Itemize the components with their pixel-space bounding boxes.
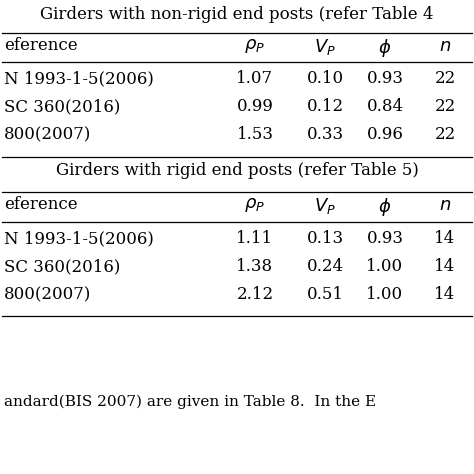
Text: $n$: $n$ [439, 196, 451, 214]
Text: eference: eference [4, 196, 78, 213]
Text: $\phi$: $\phi$ [378, 37, 392, 59]
Text: 22: 22 [434, 98, 456, 115]
Text: $V_P$: $V_P$ [314, 37, 336, 57]
Text: 0.99: 0.99 [237, 98, 273, 115]
Text: 2.12: 2.12 [237, 286, 273, 303]
Text: $V_P$: $V_P$ [314, 196, 336, 216]
Text: $\phi$: $\phi$ [378, 196, 392, 218]
Text: 14: 14 [434, 286, 456, 303]
Text: 1.11: 1.11 [237, 230, 273, 247]
Text: 0.84: 0.84 [366, 98, 403, 115]
Text: N 1993-1-5(2006): N 1993-1-5(2006) [4, 230, 154, 247]
Text: 22: 22 [434, 126, 456, 143]
Text: SC 360(2016): SC 360(2016) [4, 258, 120, 275]
Text: 800(2007): 800(2007) [4, 286, 91, 303]
Text: eference: eference [4, 37, 78, 54]
Text: 1.00: 1.00 [366, 258, 403, 275]
Text: Girders with non-rigid end posts (refer Table 4: Girders with non-rigid end posts (refer … [40, 6, 434, 23]
Text: Girders with rigid end posts (refer Table 5): Girders with rigid end posts (refer Tabl… [55, 162, 419, 179]
Text: 22: 22 [434, 70, 456, 87]
Text: 0.12: 0.12 [306, 98, 344, 115]
Text: 1.53: 1.53 [237, 126, 273, 143]
Text: $\rho_P$: $\rho_P$ [245, 37, 265, 55]
Text: 0.51: 0.51 [307, 286, 344, 303]
Text: 1.38: 1.38 [237, 258, 273, 275]
Text: 800(2007): 800(2007) [4, 126, 91, 143]
Text: $\rho_P$: $\rho_P$ [245, 196, 265, 214]
Text: 0.13: 0.13 [306, 230, 344, 247]
Text: 0.10: 0.10 [306, 70, 344, 87]
Text: 1.07: 1.07 [237, 70, 273, 87]
Text: $n$: $n$ [439, 37, 451, 55]
Text: 14: 14 [434, 230, 456, 247]
Text: andard(BIS 2007) are given in Table 8.  In the E: andard(BIS 2007) are given in Table 8. I… [4, 395, 376, 410]
Text: 0.93: 0.93 [366, 70, 403, 87]
Text: 0.33: 0.33 [306, 126, 344, 143]
Text: N 1993-1-5(2006): N 1993-1-5(2006) [4, 70, 154, 87]
Text: 0.24: 0.24 [306, 258, 344, 275]
Text: 0.93: 0.93 [366, 230, 403, 247]
Text: 1.00: 1.00 [366, 286, 403, 303]
Text: 0.96: 0.96 [366, 126, 403, 143]
Text: 14: 14 [434, 258, 456, 275]
Text: SC 360(2016): SC 360(2016) [4, 98, 120, 115]
